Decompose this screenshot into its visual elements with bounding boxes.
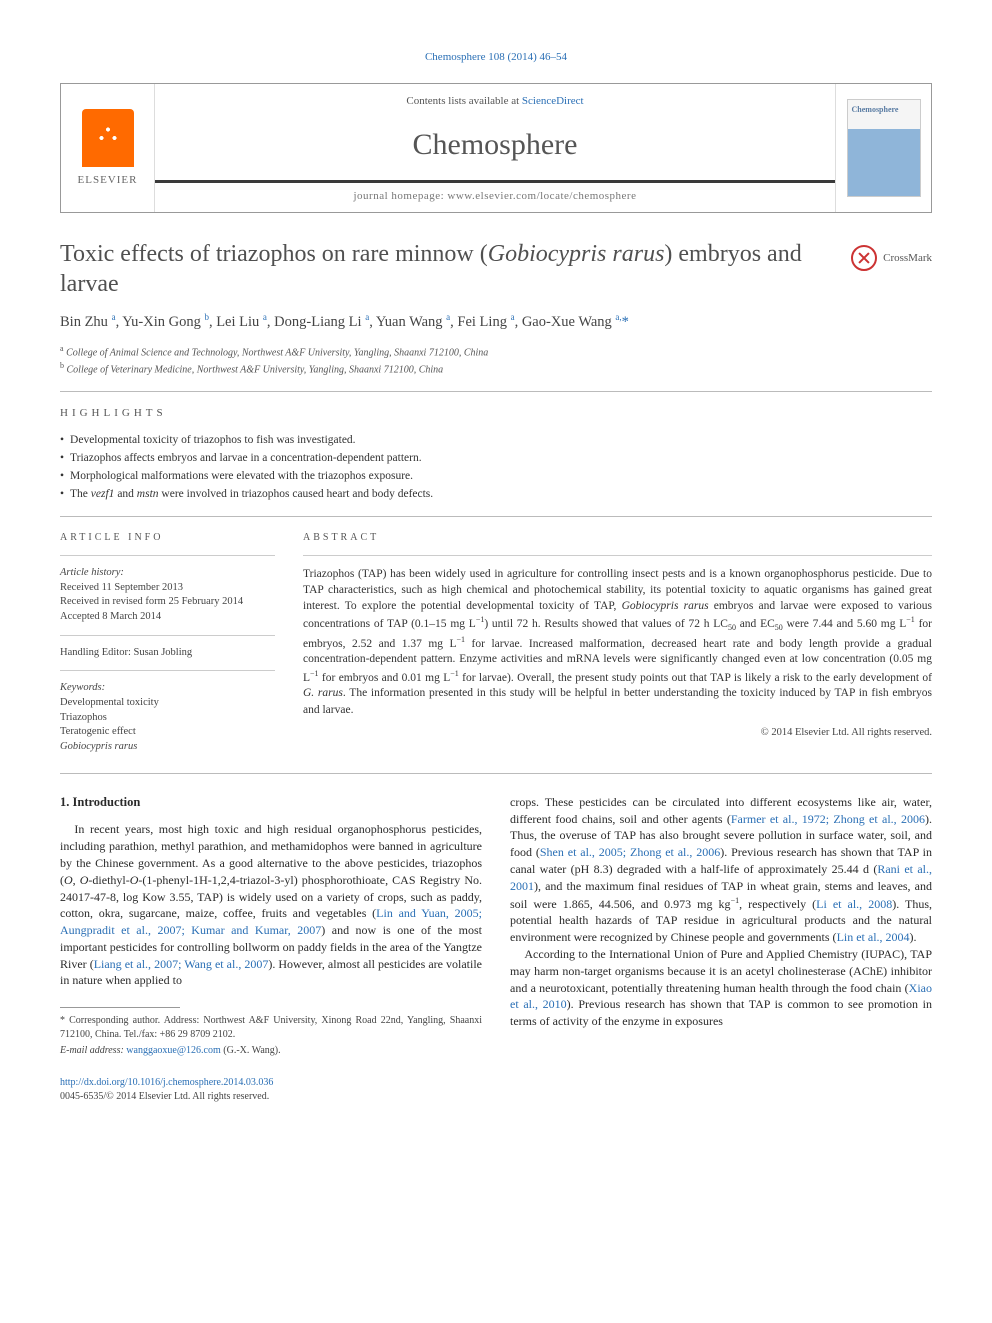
publisher-name: ELSEVIER xyxy=(78,173,138,188)
keyword: Developmental toxicity xyxy=(60,696,275,711)
keywords-label: Keywords: xyxy=(60,682,105,693)
corresponding-author: * Corresponding author. Address: Northwe… xyxy=(60,1014,482,1042)
highlight-item: Triazophos affects embryos and larvae in… xyxy=(60,450,932,466)
footnote-separator xyxy=(60,1007,180,1008)
history-item: Received in revised form 25 February 201… xyxy=(60,595,275,610)
contents-prefix: Contents lists available at xyxy=(406,95,521,107)
author-email-link[interactable]: wanggaoxue@126.com xyxy=(126,1045,220,1056)
affiliation: b College of Veterinary Medicine, Northw… xyxy=(60,360,932,377)
highlights-label: HIGHLIGHTS xyxy=(60,406,932,421)
journal-cover xyxy=(835,84,931,212)
history-item: Received 11 September 2013 xyxy=(60,581,275,596)
journal-homepage[interactable]: journal homepage: www.elsevier.com/locat… xyxy=(155,180,835,212)
history-label: Article history: xyxy=(60,567,124,578)
cover-thumbnail xyxy=(847,99,921,197)
keyword: Gobiocypris rarus xyxy=(60,740,275,755)
highlight-item: Morphological malformations were elevate… xyxy=(60,468,932,484)
divider xyxy=(60,516,932,517)
highlight-item: The vezf1 and mstn were involved in tria… xyxy=(60,486,932,502)
author-list: Bin Zhu a, Yu-Xin Gong b, Lei Liu a, Don… xyxy=(60,311,932,332)
footnotes: * Corresponding author. Address: Northwe… xyxy=(60,1014,482,1058)
section-heading: 1. Introduction xyxy=(60,794,482,812)
sciencedirect-link[interactable]: ScienceDirect xyxy=(522,95,584,107)
body-columns: 1. Introduction In recent years, most hi… xyxy=(60,794,932,1058)
email-label: E-mail address: xyxy=(60,1045,124,1056)
doi-link[interactable]: http://dx.doi.org/10.1016/j.chemosphere.… xyxy=(60,1077,273,1088)
journal-header: ELSEVIER Contents lists available at Sci… xyxy=(60,83,932,213)
body-paragraph: According to the International Union of … xyxy=(510,946,932,1030)
handling-editor: Handling Editor: Susan Jobling xyxy=(60,646,275,661)
crossmark-icon xyxy=(851,245,877,271)
history-item: Accepted 8 March 2014 xyxy=(60,610,275,625)
divider xyxy=(60,391,932,392)
highlight-item: Developmental toxicity of triazophos to … xyxy=(60,432,932,448)
elsevier-logo: ELSEVIER xyxy=(61,84,155,212)
title-italic: Gobiocypris rarus xyxy=(488,241,665,267)
body-paragraph: crops. These pesticides can be circulate… xyxy=(510,794,932,946)
abstract-label: ABSTRACT xyxy=(303,531,932,545)
keyword: Triazophos xyxy=(60,711,275,726)
article-info-label: ARTICLE INFO xyxy=(60,531,275,545)
journal-name: Chemosphere xyxy=(175,124,815,166)
issn-copyright: 0045-6535/© 2014 Elsevier Ltd. All right… xyxy=(60,1090,932,1104)
crossmark-badge[interactable]: CrossMark xyxy=(851,245,932,271)
issue-citation[interactable]: Chemosphere 108 (2014) 46–54 xyxy=(60,50,932,65)
email-suffix: (G.-X. Wang). xyxy=(221,1045,281,1056)
affiliations: a College of Animal Science and Technolo… xyxy=(60,343,932,378)
highlights-section: HIGHLIGHTS Developmental toxicity of tri… xyxy=(60,406,932,502)
contents-line: Contents lists available at ScienceDirec… xyxy=(175,94,815,109)
divider xyxy=(60,773,932,774)
footer: http://dx.doi.org/10.1016/j.chemosphere.… xyxy=(60,1076,932,1104)
abstract-section: ABSTRACT Triazophos (TAP) has been widel… xyxy=(303,531,932,755)
article-info: ARTICLE INFO Article history: Received 1… xyxy=(60,531,275,755)
body-paragraph: In recent years, most high toxic and hig… xyxy=(60,821,482,989)
elsevier-tree-icon xyxy=(82,109,134,167)
keyword: Teratogenic effect xyxy=(60,725,275,740)
abstract-copyright: © 2014 Elsevier Ltd. All rights reserved… xyxy=(303,726,932,741)
title-pre: Toxic effects of triazophos on rare minn… xyxy=(60,241,488,267)
article-title: Toxic effects of triazophos on rare minn… xyxy=(60,239,839,299)
abstract-body: Triazophos (TAP) has been widely used in… xyxy=(303,566,932,718)
affiliation: a College of Animal Science and Technolo… xyxy=(60,343,932,360)
crossmark-label: CrossMark xyxy=(883,251,932,266)
